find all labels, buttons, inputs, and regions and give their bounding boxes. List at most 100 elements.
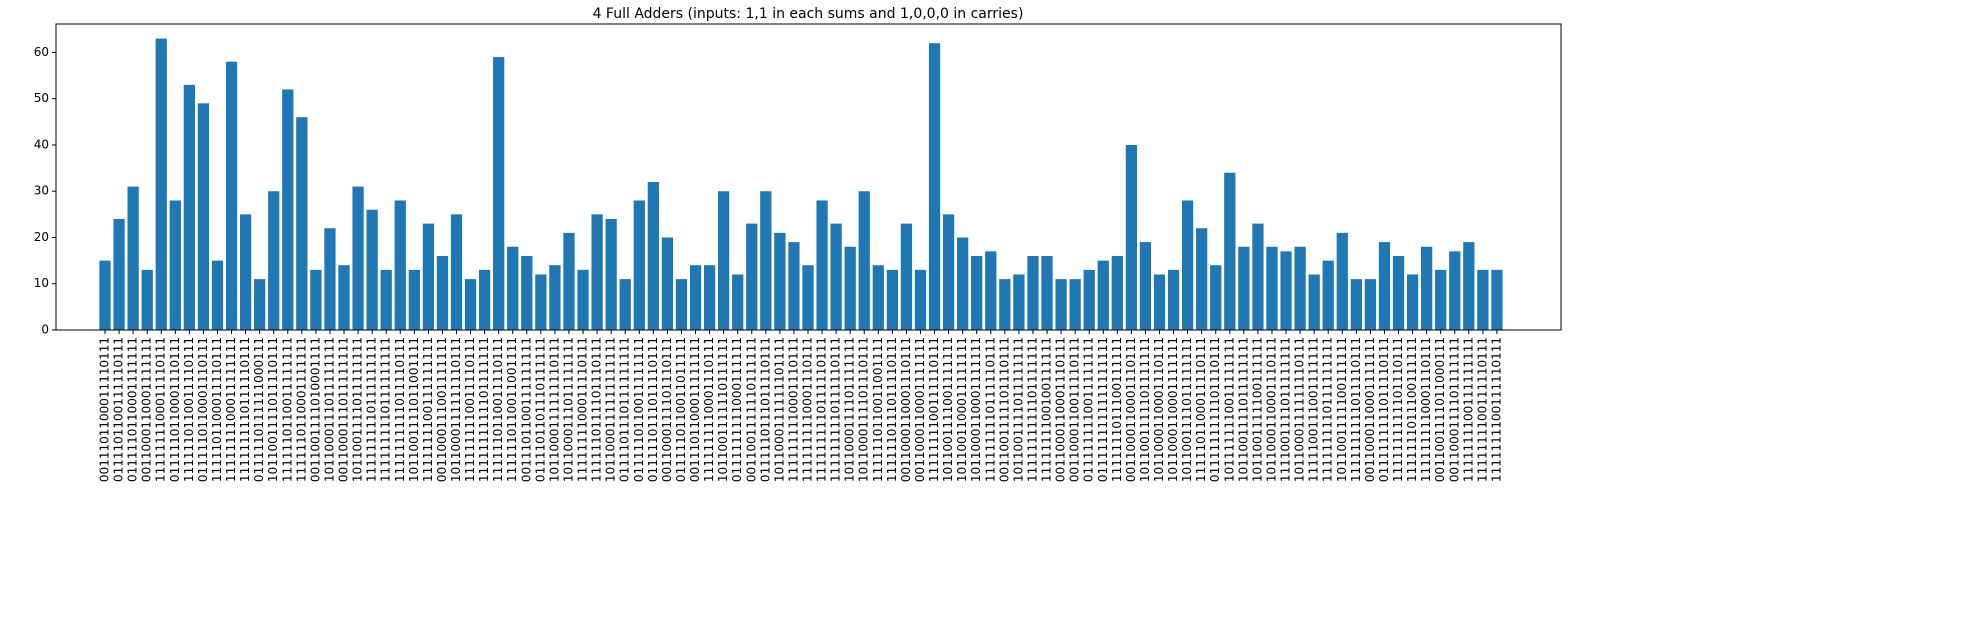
bar	[591, 214, 603, 330]
x-tick-label: 1011001111011111111	[351, 337, 365, 482]
x-tick-label: 1111111100011110111	[576, 337, 590, 482]
x-tick-label: 1111111100100111111	[1040, 337, 1054, 482]
bar	[563, 232, 575, 330]
x-tick-label: 0011101100111111111	[519, 337, 533, 482]
bar	[394, 200, 406, 330]
x-tick-label: 1011000110001111111	[969, 337, 983, 482]
bar	[197, 103, 210, 330]
x-tick-label: 0111111110011111111	[1082, 337, 1096, 482]
x-tick-label: 1111111110111110111	[829, 337, 843, 482]
plot-frame	[55, 23, 1562, 331]
x-tick-label: 0011000111101111111	[1447, 337, 1461, 482]
x-tick-label: 1111111100011111111	[224, 337, 238, 482]
x-tick-label: 1011001111011110111	[266, 337, 280, 482]
x-tick-label: 1011001111011111111	[1011, 337, 1025, 482]
x-tick-label: 0111101101110111111	[533, 337, 547, 482]
bar	[296, 117, 308, 331]
bar	[942, 214, 955, 330]
x-tick-label: 1111110110011110111	[182, 337, 196, 482]
x-tick-label: 1111111110111110111	[815, 337, 829, 482]
bar	[282, 89, 294, 330]
bar	[1013, 274, 1025, 330]
x-tick-label: 1111110110011001111	[505, 337, 519, 482]
x-tick-label: 1111111110011110111	[463, 337, 477, 482]
x-tick-label: 0111101100111110111	[112, 337, 126, 482]
x-tick-label: 1111111100111111111	[1461, 337, 1475, 482]
bar	[99, 260, 111, 330]
bar	[1280, 251, 1292, 330]
bar	[268, 191, 280, 330]
bar	[703, 265, 716, 330]
bar	[113, 218, 125, 330]
bar	[633, 200, 645, 330]
bar	[1210, 265, 1222, 330]
x-tick-label: 1111111100111111111	[421, 337, 435, 482]
x-tick-label: 1011000111011111111	[322, 337, 336, 482]
x-tick-label: 1011000110001111111	[1166, 337, 1180, 482]
bar	[450, 214, 463, 330]
x-tick-label: 1011000111111110111	[449, 337, 463, 482]
bar	[535, 274, 547, 330]
y-tick-label: 20	[34, 230, 49, 244]
bar	[1378, 242, 1391, 330]
x-tick-label: 1111100111001111111	[1307, 337, 1321, 482]
bar	[1139, 242, 1152, 330]
bar	[732, 274, 744, 330]
x-tick-label: 1011001111011111111	[1236, 337, 1250, 482]
bar	[366, 209, 378, 330]
x-tick-label: 1111111100111110111	[1489, 337, 1503, 482]
x-tick-label: 1111111110111110111	[983, 337, 997, 482]
bar	[872, 265, 884, 330]
bar	[1421, 246, 1433, 330]
bar	[999, 279, 1011, 330]
bar	[493, 57, 505, 330]
x-tick-label: 1111110111011110111	[885, 337, 899, 482]
x-tick-label: 1111111110111110111	[238, 337, 252, 482]
bar	[1406, 274, 1419, 330]
bar	[1027, 255, 1039, 330]
bar	[211, 260, 224, 330]
x-tick-label: 0011000111001111111	[435, 337, 449, 482]
x-tick-label: 1011001111100111111	[1250, 337, 1264, 482]
bar	[928, 43, 941, 331]
bar	[254, 279, 266, 330]
y-tick-label: 10	[34, 276, 49, 290]
bar	[914, 269, 927, 330]
x-tick-label: 1111111110001110111	[801, 337, 815, 482]
bar	[549, 265, 561, 330]
y-tick-label: 60	[34, 45, 49, 59]
bar	[1336, 232, 1348, 330]
x-tick-label: 0111110111011110111	[758, 337, 772, 482]
x-tick-label: 1111111111101111111	[1025, 337, 1039, 482]
bar	[1491, 269, 1503, 330]
x-tick-label: 1011001111011111111	[1180, 337, 1194, 482]
x-tick-label: 1111111111011110111	[393, 337, 407, 482]
bar	[577, 269, 589, 330]
x-tick-label: 1011001111110111111	[716, 337, 730, 482]
bar	[689, 265, 702, 330]
bar	[436, 255, 449, 330]
bar	[521, 255, 533, 330]
x-tick-label: 0011000110011110111	[1068, 337, 1082, 482]
bar	[408, 269, 420, 330]
bar	[352, 186, 364, 330]
bar	[1153, 274, 1166, 330]
y-tick-label: 30	[34, 184, 49, 198]
bar	[1252, 223, 1264, 330]
x-tick-label: 1111101100011110111	[210, 337, 224, 482]
bar	[1083, 269, 1095, 330]
bar	[1041, 255, 1053, 330]
x-tick-label: 1011111110011111111	[1222, 337, 1236, 482]
bar	[478, 269, 491, 330]
x-tick-label: 1011000111101110111	[857, 337, 871, 482]
x-tick-label: 1111111110001110111	[786, 337, 800, 482]
y-tick-label: 0	[41, 323, 49, 337]
chart-title: 4 Full Adders (inputs: 1,1 in each sums …	[593, 6, 1024, 22]
bar	[155, 38, 167, 330]
x-tick-label: 0111111111000111111	[730, 337, 744, 482]
bar	[830, 223, 842, 330]
bar	[1097, 260, 1109, 330]
x-tick-label: 1011000110001110111	[1264, 337, 1278, 482]
bar	[886, 269, 898, 330]
